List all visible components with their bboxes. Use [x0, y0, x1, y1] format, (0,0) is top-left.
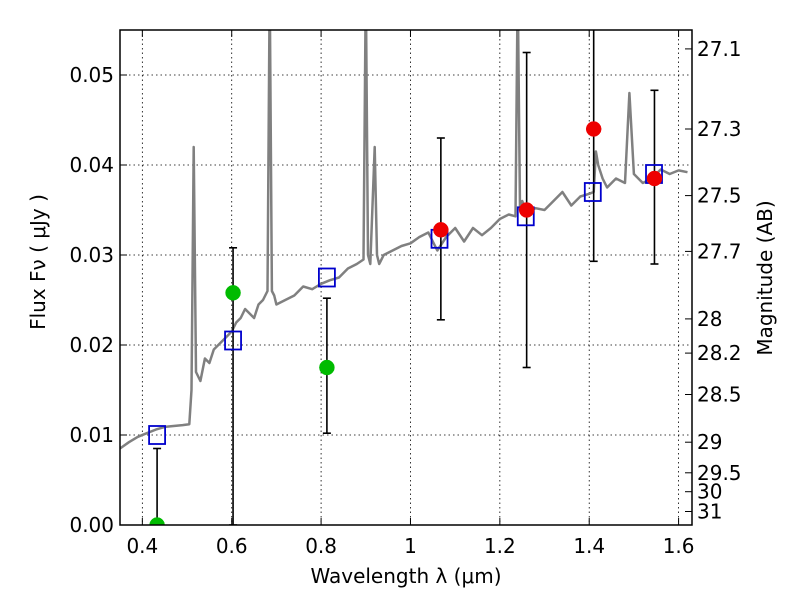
right-tick-label: 27.1 [697, 37, 742, 61]
model-band-square [318, 267, 336, 288]
x-tick-label: 1.6 [663, 534, 695, 558]
observed-point [646, 170, 663, 187]
right-tick-label: 27.5 [697, 184, 742, 208]
x-tick-label: 0.8 [305, 534, 337, 558]
observed-point [518, 202, 535, 218]
observed-point [149, 517, 165, 525]
spectrum-line [120, 30, 688, 450]
plot-area [120, 30, 688, 525]
right-axis-label: Magnitude (AB) [753, 200, 777, 355]
right-tick-label: 29.5 [697, 461, 742, 485]
x-tick-label: 0.4 [126, 534, 158, 558]
right-tick-label: 29 [697, 430, 722, 454]
right-tick-label: 28.5 [697, 383, 742, 407]
ticks: 0.4 0.6 0.8 1 1.2 1.4 1.6 0.00 0.01 0.02 0.03 0.04 0… [69, 30, 742, 558]
y-tick-label: 0.03 [69, 243, 114, 267]
plot-background [120, 30, 692, 525]
x-axis-label: Wavelength λ (μm) [310, 564, 501, 588]
observed-point [319, 359, 335, 376]
x-tick-label: 1.2 [484, 534, 516, 558]
right-tick-label: 27.7 [697, 239, 742, 263]
y-axis-label: Flux Fν ( μJy ) [26, 194, 50, 330]
x-tick-label: 1.4 [573, 534, 605, 558]
x-tick-label: 1 [404, 534, 417, 558]
y-tick-label: 0.05 [69, 63, 114, 87]
model-band-square [148, 425, 166, 445]
model-band-square [583, 182, 602, 202]
right-tick-label: 30 [697, 480, 722, 504]
y-tick-label: 0.01 [69, 423, 114, 447]
observed-point [225, 285, 241, 301]
y-tick-label: 0.00 [69, 513, 114, 537]
observed-point [585, 121, 602, 137]
grid [120, 30, 692, 526]
y-tick-label: 0.02 [69, 333, 114, 357]
model-band-square [224, 330, 242, 351]
right-tick-label: 31 [697, 500, 722, 524]
plot-frame [119, 29, 693, 526]
observed-point [433, 222, 449, 238]
x-tick-label: 0.6 [216, 534, 248, 558]
y-tick-label: 0.04 [69, 153, 114, 177]
right-tick-label: 28.2 [697, 341, 742, 365]
right-tick-label: 28 [697, 307, 722, 331]
right-tick-label: 27.3 [697, 117, 742, 141]
